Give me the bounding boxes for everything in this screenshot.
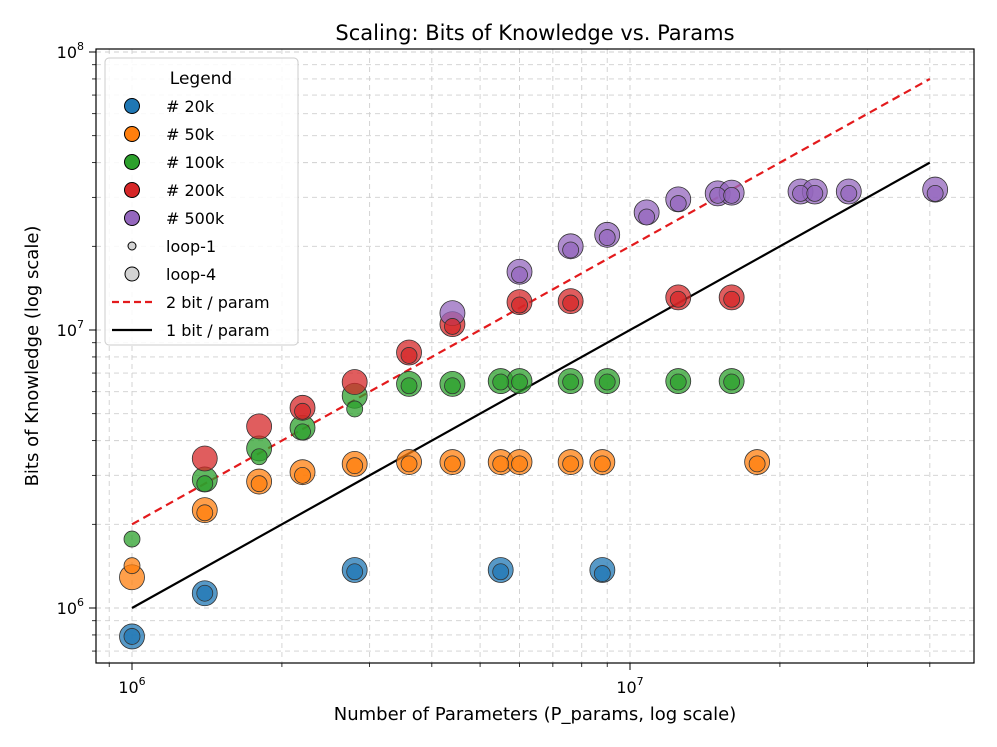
plot-frame: [95, 48, 975, 664]
point-series-2-loop-1: [492, 373, 510, 391]
legend-label-line-1: 1 bit / param: [166, 321, 270, 340]
point-series-3-loop-4: [191, 445, 218, 472]
legend-label-loop-4: loop-4: [166, 265, 216, 284]
point-series-0-loop-1: [196, 584, 214, 602]
legend-box: [104, 57, 299, 346]
point-series-2-loop-1: [598, 373, 616, 391]
point-series-3-loop-1: [400, 347, 418, 364]
point-series-2-loop-1: [511, 373, 528, 391]
legend-marker-loop-4: [124, 266, 140, 282]
x-axis-label: Number of Parameters (P_params, log scal…: [334, 704, 737, 725]
point-series-4-loop-1: [511, 266, 528, 284]
point-series-1-loop-1: [511, 455, 528, 473]
point-series-1-loop-1: [593, 455, 611, 473]
legend-marker-series-1: [124, 126, 140, 142]
legend-marker-series-3: [124, 182, 140, 198]
legend-label-series-1: # 50k: [166, 125, 215, 144]
point-series-4-loop-1: [598, 229, 616, 246]
axis-ticks: 106 107 106 107 108: [57, 40, 931, 697]
legend-label-line-0: 2 bit / param: [166, 293, 270, 312]
legend-marker-series-2: [124, 154, 140, 170]
legend-label-series-0: # 20k: [166, 97, 215, 116]
legend-label-series-2: # 100k: [166, 153, 225, 172]
point-series-0-loop-1: [123, 628, 141, 645]
point-series-1-loop-1: [748, 455, 766, 473]
point-series-2-loop-1: [294, 423, 311, 441]
data-points: [119, 176, 949, 650]
x-tick-label: 107: [616, 675, 643, 697]
y-tick-label: 108: [57, 40, 84, 62]
point-series-2-loop-1: [400, 377, 418, 395]
point-series-1-loop-1: [562, 455, 580, 473]
point-series-3-loop-1: [669, 290, 687, 308]
legend: Legend # 20k # 50k # 100k # 200k # 500k loop-1…: [104, 57, 299, 346]
point-series-0-loop-1: [492, 563, 510, 581]
point-series-2-loop-1: [669, 373, 687, 391]
point-series-3-loop-4: [246, 413, 273, 440]
point-series-4-loop-1: [638, 208, 656, 226]
point-series-3-loop-1: [511, 296, 528, 314]
point-series-4-loop-1: [669, 195, 687, 212]
legend-label-series-4: # 500k: [166, 209, 225, 228]
point-series-4-loop-1: [723, 186, 741, 204]
point-series-4-loop-1: [792, 185, 809, 202]
x-tick-label: 106: [118, 675, 145, 697]
y-axis-label: Bits of Knowledge (log scale): [22, 226, 43, 487]
point-series-1-loop-1: [444, 455, 461, 473]
legend-title: Legend: [170, 69, 232, 89]
point-series-1-loop-1: [346, 457, 364, 475]
chart-title: Scaling: Bits of Knowledge vs. Params: [335, 21, 734, 45]
point-series-4-loop-1: [926, 185, 944, 202]
point-series-1-loop-1: [400, 455, 418, 473]
point-series-2-loop-1: [250, 448, 268, 466]
point-series-4-loop-1: [840, 185, 858, 202]
point-series-3-loop-1: [444, 318, 461, 335]
legend-label-series-3: # 200k: [166, 181, 225, 200]
point-series-1-loop-1: [196, 504, 214, 522]
point-series-3-loop-1: [562, 294, 580, 312]
point-series-0-loop-1: [346, 563, 364, 581]
legend-marker-series-0: [124, 98, 140, 114]
point-series-2-loop-1: [562, 373, 580, 391]
point-series-1-loop-1: [492, 455, 510, 473]
legend-marker-series-4: [124, 210, 140, 226]
point-series-4-loop-1: [806, 185, 824, 202]
legend-label-loop-1: loop-1: [166, 237, 216, 256]
point-series-3-loop-4: [341, 369, 368, 395]
legend-marker-loop-1: [127, 241, 137, 251]
y-tick-label: 106: [57, 596, 84, 618]
point-series-1-loop-1: [294, 466, 311, 484]
point-series-3-loop-1: [723, 290, 741, 308]
point-series-0-loop-1: [593, 565, 611, 582]
point-series-2-loop-1: [444, 377, 461, 395]
point-series-2-loop-1: [196, 475, 214, 493]
point-series-1-loop-1: [123, 557, 141, 575]
point-series-1-loop-1: [250, 475, 268, 493]
point-series-2-loop-1: [723, 373, 741, 391]
y-tick-label: 107: [57, 318, 84, 340]
point-series-2-loop-1: [346, 400, 364, 418]
point-series-3-loop-1: [294, 402, 311, 420]
point-series-4-loop-1: [562, 241, 580, 259]
point-series-2-loop-1: [123, 530, 141, 548]
